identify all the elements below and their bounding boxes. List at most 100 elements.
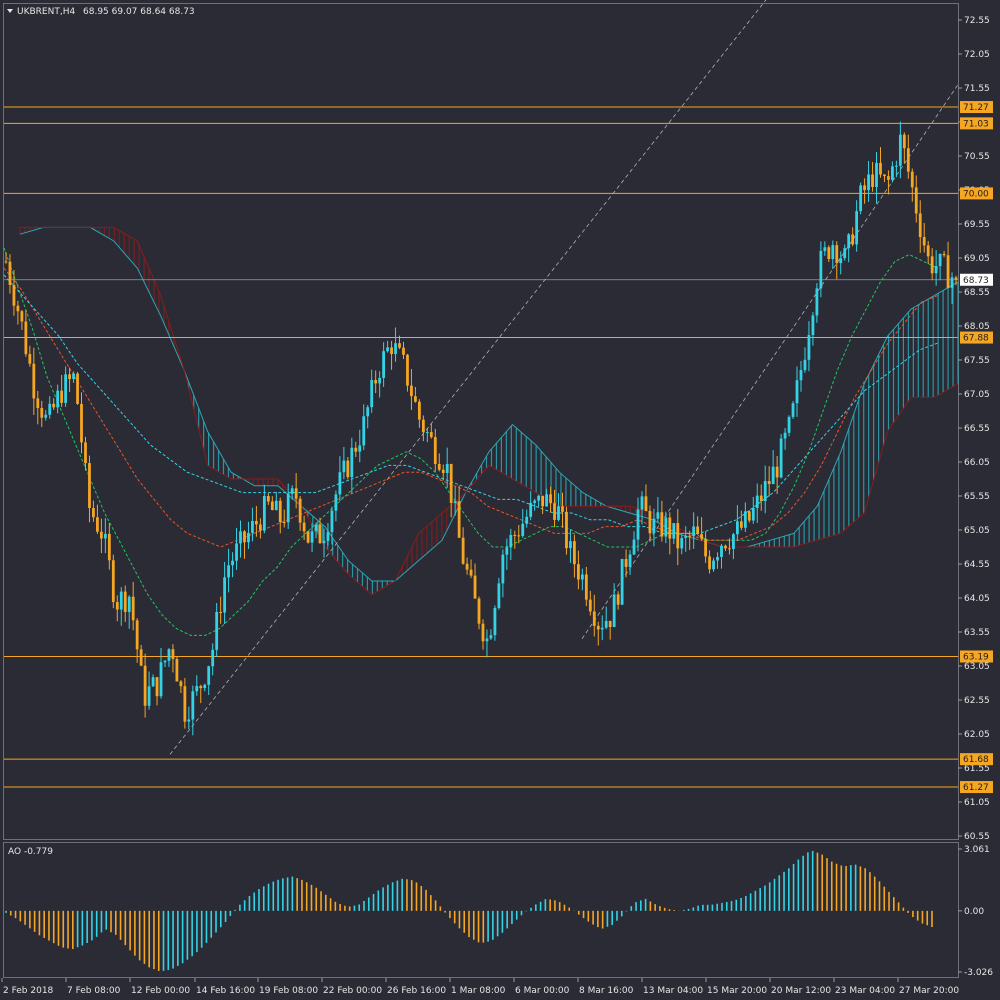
candle-body <box>76 373 79 404</box>
candle-body <box>537 495 541 501</box>
candle-body <box>910 171 914 188</box>
candle-body <box>386 347 389 352</box>
candle-body <box>32 363 36 399</box>
candle-body <box>12 284 16 306</box>
ichimoku-cloud <box>19 226 959 596</box>
level-badge-label: 61.68 <box>963 755 989 765</box>
candle-body <box>394 343 397 355</box>
price-tick-label: 64.55 <box>964 560 990 570</box>
time-tick-label: 12 Feb 00:00 <box>131 986 190 996</box>
current-price-badge <box>960 273 993 286</box>
candle-body <box>187 719 191 722</box>
candle-body <box>370 379 374 408</box>
ao-tick-label: 0.00 <box>964 907 984 917</box>
candle-body <box>914 187 918 214</box>
price-tick-label: 67.55 <box>964 356 990 366</box>
candle-body <box>163 660 167 663</box>
ma-fast-line <box>3 247 939 636</box>
candle-body <box>708 556 711 570</box>
candle-body <box>517 535 521 537</box>
candle-body <box>835 245 839 264</box>
candle-body <box>465 563 469 570</box>
candle-body <box>743 511 747 528</box>
candle-body <box>60 390 64 403</box>
candle-body <box>366 407 370 417</box>
price-tick-label: 68.05 <box>964 322 990 332</box>
level-badge <box>960 781 993 794</box>
candle-body <box>115 602 119 610</box>
candle-body <box>918 213 922 238</box>
level-badge-label: 71.03 <box>963 119 989 129</box>
moving-averages <box>3 247 939 636</box>
candle-body <box>406 354 409 386</box>
candle-body <box>481 623 485 642</box>
time-tick-label: 22 Feb 00:00 <box>323 986 382 996</box>
candle-body <box>286 493 290 523</box>
candle-body <box>449 463 453 503</box>
candle-body <box>771 466 775 485</box>
candle-body <box>103 533 107 539</box>
candle-body <box>437 463 441 470</box>
cloud-span-b <box>20 226 959 596</box>
candle-body <box>322 540 326 544</box>
candle-body <box>505 547 509 555</box>
candle-body <box>123 591 127 612</box>
candle-body <box>759 495 763 502</box>
candle-body <box>207 666 211 685</box>
candle-body <box>751 508 755 521</box>
time-tick-label: 23 Mar 04:00 <box>835 986 895 996</box>
price-tick-label: 69.55 <box>964 220 990 230</box>
level-badge <box>960 117 993 130</box>
price-tick-label: 72.05 <box>964 50 990 60</box>
candle-body <box>16 305 20 312</box>
time-tick-label: 6 Mar 00:00 <box>515 986 570 996</box>
candle-body <box>215 611 219 650</box>
candle-body <box>195 686 199 692</box>
candle-body <box>24 321 28 355</box>
candle-body <box>338 472 342 495</box>
time-tick-label: 1 Mar 08:00 <box>451 986 506 996</box>
level-badge <box>960 187 993 200</box>
candle-body <box>843 248 847 259</box>
price-tick-label: 62.05 <box>964 730 990 740</box>
candle-body <box>807 335 811 360</box>
candle-body <box>636 509 640 540</box>
candle-body <box>119 591 123 610</box>
price-tick-label: 66.05 <box>964 458 990 468</box>
candle-body <box>171 649 175 659</box>
price-tick-label: 63.05 <box>964 662 990 672</box>
candle-body <box>894 165 898 167</box>
candle-body <box>362 416 366 446</box>
candle-body <box>282 522 286 524</box>
level-badge <box>960 331 993 344</box>
candle-body <box>330 510 334 533</box>
candle-body <box>175 658 179 682</box>
candle-body <box>429 432 433 438</box>
candle-body <box>592 611 596 626</box>
ao-plot-frame <box>3 842 959 978</box>
candle-body <box>441 469 445 474</box>
dropdown-arrow-icon[interactable] <box>7 9 13 13</box>
candle-body <box>48 403 52 415</box>
level-badge-label: 63.19 <box>963 652 989 662</box>
candle-body <box>239 531 242 544</box>
candle-body <box>334 494 338 511</box>
candle-body <box>942 253 946 256</box>
candle-body <box>306 531 310 543</box>
time-tick-label: 19 Feb 08:00 <box>259 986 318 996</box>
candle-body <box>616 594 620 605</box>
candle-body <box>127 596 131 612</box>
candle-body <box>735 521 739 535</box>
candle-body <box>84 442 87 464</box>
current-price-label: 68.73 <box>963 276 989 286</box>
symbol-header: UKBRENT,H4 <box>17 7 75 17</box>
candle-body <box>573 541 576 565</box>
candle-body <box>382 351 386 378</box>
candle-body <box>147 686 151 706</box>
candle-body <box>513 534 517 536</box>
candle-body <box>732 534 735 549</box>
candle-body <box>445 463 449 474</box>
candle-body <box>378 377 382 384</box>
ma-mid-line <box>3 267 939 548</box>
candle-body <box>99 531 103 539</box>
